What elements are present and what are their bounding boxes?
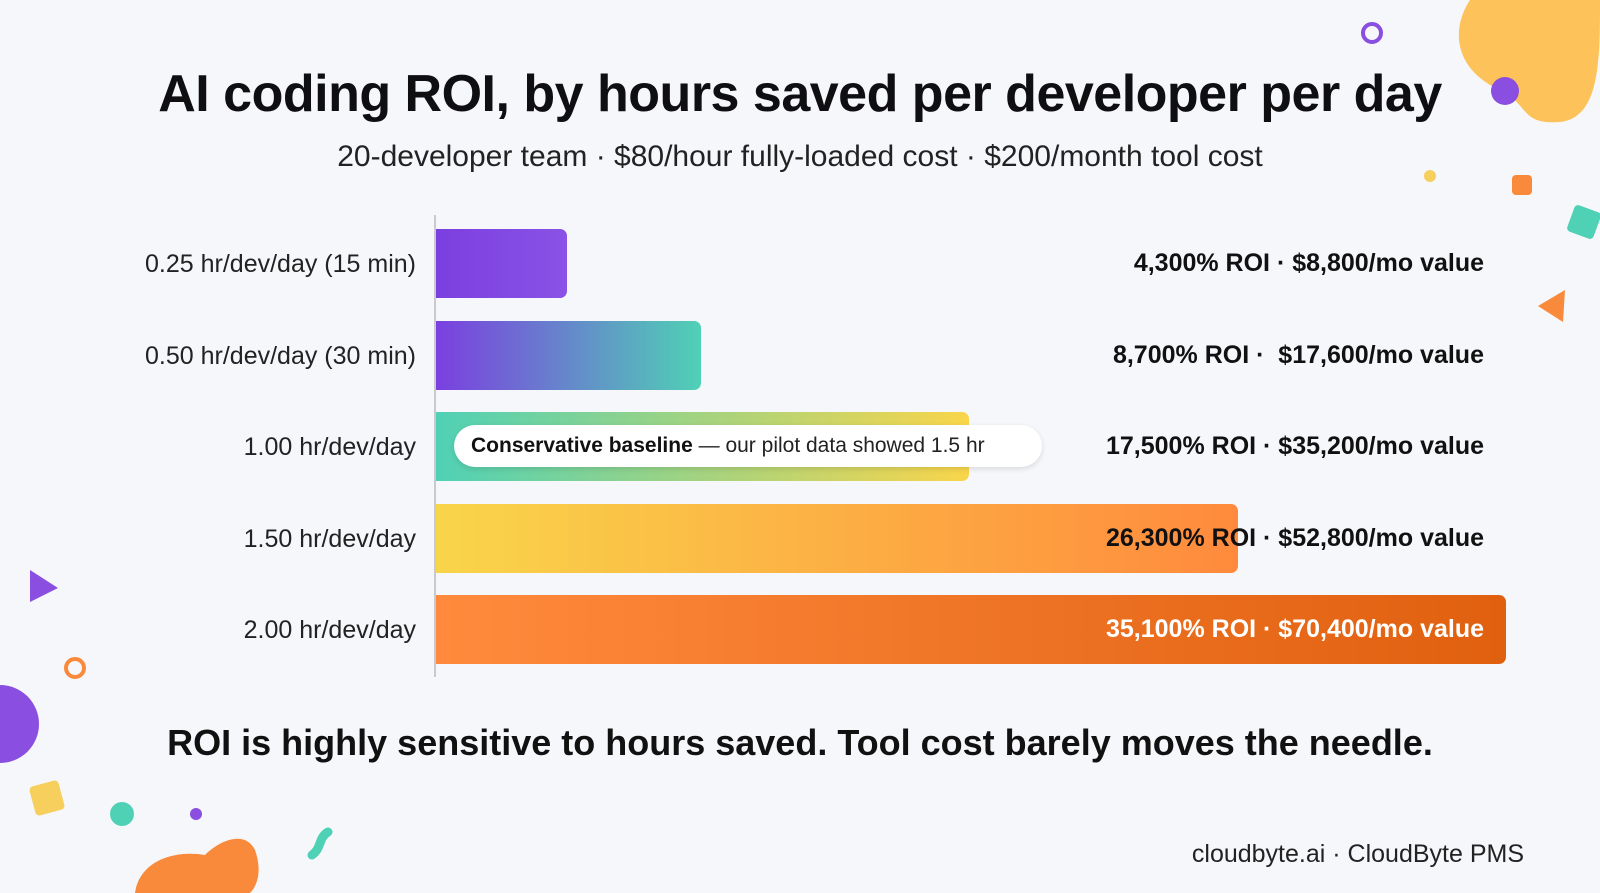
category-label: 2.00 hr/dev/day (243, 616, 416, 644)
bar (436, 595, 1506, 664)
orange-blob-bottom (135, 838, 259, 893)
chart-title: AI coding ROI, by hours saved per develo… (158, 65, 1442, 123)
yellow-square (29, 780, 65, 816)
callout-text: — our pilot data showed 1.5 hr (692, 434, 985, 457)
chart-subtitle: 20-developer team · $80/hour fully-loade… (337, 140, 1263, 173)
callout-bold-text: Conservative baseline (471, 434, 693, 457)
teal-squiggle (307, 827, 333, 860)
baseline-callout: Conservative baseline — our pilot data s… (454, 425, 1042, 467)
bar (436, 503, 1238, 573)
purple-ring (1361, 22, 1383, 44)
bar (436, 229, 568, 298)
teal-dot (110, 802, 134, 826)
small-purple-dot (190, 808, 202, 820)
category-label: 0.25 hr/dev/day (15 min) (145, 250, 416, 278)
bar (436, 320, 702, 390)
teal-square (1567, 205, 1600, 239)
category-label: 1.00 hr/dev/day (243, 433, 416, 461)
data-label: 4,300% ROI · $8,800/mo value (1133, 249, 1484, 277)
data-label: 17,500% ROI · $35,200/mo value (1106, 432, 1484, 460)
orange-triangle (1538, 290, 1565, 322)
category-label: 1.50 hr/dev/day (243, 524, 416, 553)
data-label: 8,700% ROI · $17,600/mo value (1112, 340, 1484, 369)
category-label: 0.50 hr/dev/day (30 min) (145, 341, 416, 370)
y-axis-line (434, 215, 436, 677)
data-label: 26,300% ROI · $52,800/mo value (1106, 523, 1484, 552)
orange-square (1512, 175, 1532, 195)
footer-credit: cloudbyte.ai · CloudByte PMS (1191, 840, 1524, 868)
data-label: 35,100% ROI · $70,400/mo value (1106, 615, 1484, 643)
takeaway-text: ROI is highly sensitive to hours saved. … (167, 722, 1433, 763)
